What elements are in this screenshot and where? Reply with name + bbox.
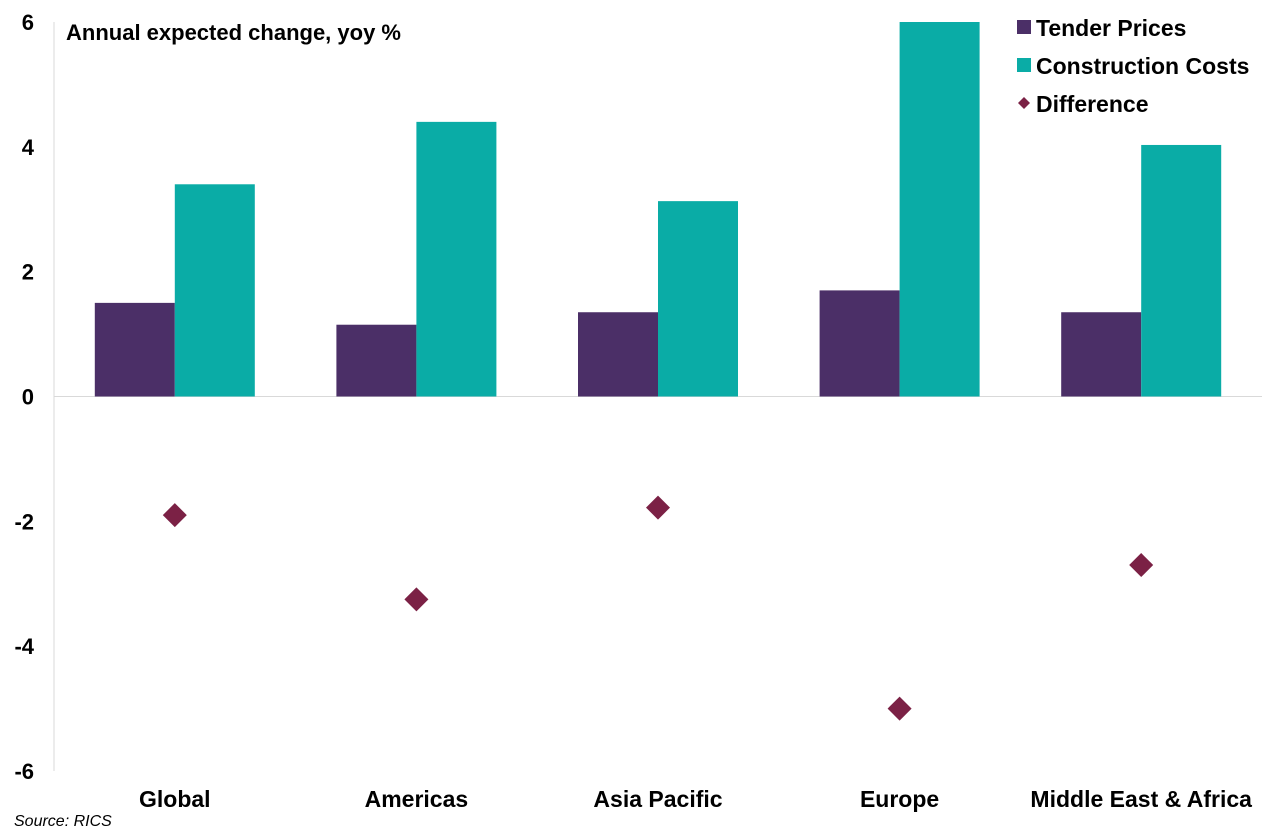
x-category-label: Middle East & Africa [1030,786,1252,812]
source-note: Source: RICS [14,813,112,830]
x-category-label: Americas [365,786,469,812]
bar-construction-costs [1141,144,1222,397]
bar-tender-prices [1061,312,1142,397]
legend-swatch [1018,97,1030,109]
difference-marker [1129,553,1154,578]
bar-tender-prices [336,324,417,397]
y-tick-label: 2 [22,260,34,285]
legend: Tender Prices Construction Costs Differenc… [1017,15,1249,117]
bar-construction-costs [416,121,497,397]
bars-layer [94,22,1222,397]
legend-label: Tender Prices [1036,15,1186,41]
markers-layer [162,495,1154,721]
difference-marker [646,495,670,520]
y-tick-label: 0 [22,385,34,410]
bar-tender-prices [578,312,658,397]
y-tick-label: 6 [22,10,34,35]
bar-construction-costs [658,201,738,397]
legend-label: Difference [1036,91,1148,117]
difference-marker [887,696,912,721]
y-tick-label: 4 [22,135,35,160]
x-category-label: Asia Pacific [593,786,722,812]
legend-label: Construction Costs [1036,53,1249,79]
bar-tender-prices [94,302,175,397]
y-tick-label: -4 [14,634,34,659]
bar-construction-costs [899,22,980,397]
y-tick-label: -2 [14,509,34,534]
legend-swatch [1017,58,1031,72]
legend-swatch [1017,20,1031,34]
labels-layer: 6 4 2 0 -2 -4 -6 Global Americas Asia Pacific Euro… [14,10,1252,812]
bar-tender-prices [819,290,900,397]
bar-construction-costs [174,184,255,397]
x-category-label: Global [139,786,211,812]
difference-marker [162,503,187,528]
x-category-label: Europe [860,786,939,812]
difference-marker [404,587,429,612]
chart-subtitle: Annual expected change, yoy % [66,20,401,45]
y-tick-label: -6 [14,759,34,784]
